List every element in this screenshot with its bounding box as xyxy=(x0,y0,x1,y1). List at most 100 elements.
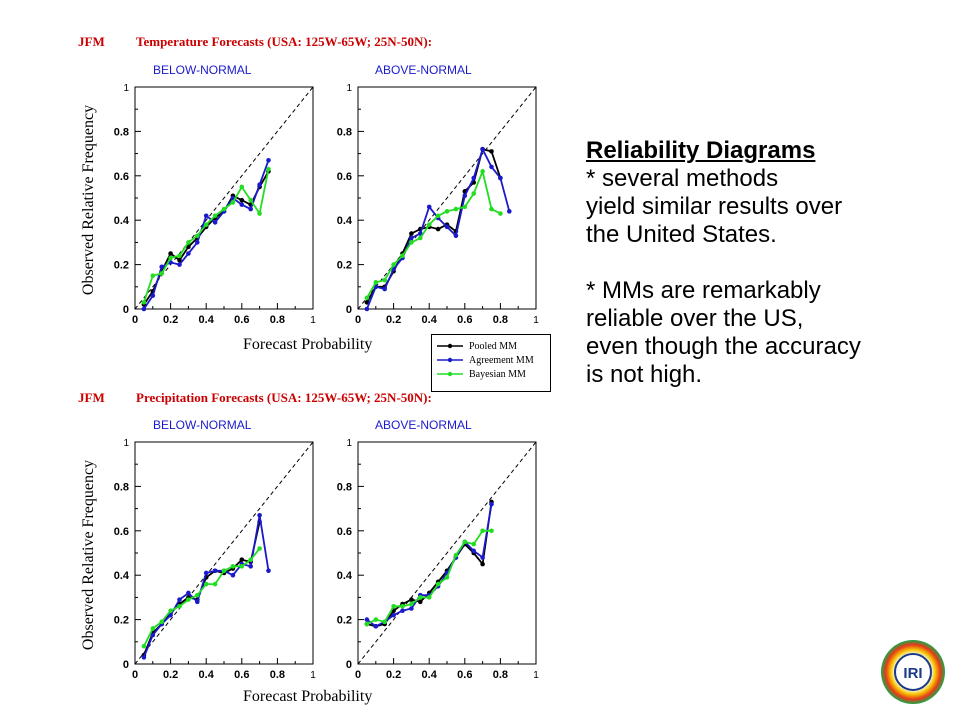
series-line-pooled-mm xyxy=(366,148,502,303)
notes-block: Reliability Diagrams * several methods y… xyxy=(586,137,956,389)
data-point-bayesian-mm xyxy=(141,300,147,305)
panel-title-temp-below: BELOW-NORMAL xyxy=(153,63,252,77)
data-point-bayesian-mm xyxy=(203,222,209,227)
data-point-agreement-mm xyxy=(489,164,494,170)
x-tick-label: 0 xyxy=(355,669,361,681)
data-point-bayesian-mm xyxy=(186,240,191,245)
data-point-pooled-mm xyxy=(435,226,441,232)
y-tick-label: 0.8 xyxy=(114,126,129,138)
y-tick-label: 0.4 xyxy=(337,215,353,227)
data-point-agreement-mm xyxy=(400,608,405,614)
data-point-agreement-mm xyxy=(239,202,245,207)
data-point-bayesian-mm xyxy=(453,552,459,558)
legend-label-pooled: Pooled MM xyxy=(469,340,518,352)
data-point-bayesian-mm xyxy=(409,601,414,607)
data-point-bayesian-mm xyxy=(168,255,173,261)
data-point-pooled-mm xyxy=(168,251,173,256)
legend-swatch-pooled xyxy=(437,343,463,349)
data-point-bayesian-mm xyxy=(382,619,387,625)
legend-item-bayesian: Bayesian MM xyxy=(432,367,550,381)
data-point-agreement-mm xyxy=(177,597,182,602)
precip-season-label: JFM xyxy=(78,390,105,405)
series-line-pooled-mm xyxy=(143,170,270,306)
data-point-agreement-mm xyxy=(168,612,173,618)
legend-swatch-bayesian xyxy=(437,371,463,377)
y-tick-label: 1 xyxy=(123,438,129,449)
notes-line: yield similar results over xyxy=(586,193,843,220)
data-point-bayesian-mm xyxy=(212,581,218,587)
data-point-bayesian-mm xyxy=(186,597,191,602)
data-point-bayesian-mm xyxy=(364,295,370,301)
data-point-bayesian-mm xyxy=(159,271,164,276)
y-tick-label: 0 xyxy=(123,659,129,671)
data-point-bayesian-mm xyxy=(257,211,262,216)
data-point-agreement-mm xyxy=(453,233,459,239)
notes-line: * several methods xyxy=(586,165,779,192)
data-point-bayesian-mm xyxy=(435,581,441,587)
data-point-bayesian-mm xyxy=(212,213,218,219)
data-point-bayesian-mm xyxy=(221,206,227,212)
temp-section-title: Temperature Forecasts (USA: 125W-65W; 25… xyxy=(136,34,433,49)
x-tick-label: 0.8 xyxy=(493,314,508,326)
data-point-agreement-mm xyxy=(150,632,156,638)
legend: Pooled MM Agreement MM Bayesian MM xyxy=(431,334,551,392)
data-point-agreement-mm xyxy=(266,157,271,163)
panel-title-temp-above: ABOVE-NORMAL xyxy=(375,63,472,77)
data-point-agreement-mm xyxy=(471,175,476,181)
data-point-bayesian-mm xyxy=(150,626,156,631)
perfect-reliability-diagonal xyxy=(357,441,537,665)
x-tick-label: 0.6 xyxy=(234,314,249,326)
data-point-agreement-mm xyxy=(257,182,262,187)
data-point-bayesian-mm xyxy=(489,206,494,212)
data-point-bayesian-mm xyxy=(239,184,245,190)
x-tick-label: 0.8 xyxy=(493,669,508,681)
data-point-bayesian-mm xyxy=(391,262,396,267)
y-tick-label: 0.6 xyxy=(114,526,129,538)
data-point-agreement-mm xyxy=(248,206,253,212)
chart-temp-below: 0 0.2 0.4 0.6 0.8 1 0 0.2 0.4 0.6 0.8 1 xyxy=(114,83,317,326)
x-tick-label: 0.6 xyxy=(457,314,472,326)
data-point-pooled-mm xyxy=(409,231,414,236)
data-point-bayesian-mm xyxy=(221,568,227,574)
series-line-agreement-mm xyxy=(143,159,270,310)
y-tick-label: 0 xyxy=(346,659,352,671)
y-tick-label: 1 xyxy=(346,83,352,94)
data-point-agreement-mm xyxy=(391,612,396,618)
data-point-agreement-mm xyxy=(230,572,236,578)
y-tick-label: 0.4 xyxy=(114,570,130,582)
data-point-bayesian-mm xyxy=(462,204,468,210)
y-tick-label: 0.6 xyxy=(337,171,352,183)
data-point-agreement-mm xyxy=(212,568,218,574)
x-tick-label: 0.2 xyxy=(163,314,178,326)
data-point-pooled-mm xyxy=(239,557,245,562)
data-point-agreement-mm xyxy=(141,655,147,660)
data-point-bayesian-mm xyxy=(426,222,432,227)
perfect-reliability-diagonal xyxy=(134,86,314,310)
data-point-bayesian-mm xyxy=(203,581,209,587)
x-tick-label: 0.6 xyxy=(457,669,472,681)
data-point-agreement-mm xyxy=(498,175,503,181)
data-point-agreement-mm xyxy=(186,251,191,256)
data-point-bayesian-mm xyxy=(239,564,245,569)
x-tick-label: 0.4 xyxy=(199,669,215,681)
y-tick-label: 0.8 xyxy=(337,126,352,138)
data-point-agreement-mm xyxy=(212,220,218,225)
y-tick-label: 0.8 xyxy=(114,481,129,493)
notes-line: reliable over the US, xyxy=(586,305,804,332)
legend-swatch-agreement xyxy=(437,357,463,363)
y-tick-label: 0.4 xyxy=(114,215,130,227)
data-point-bayesian-mm xyxy=(498,211,503,216)
data-point-bayesian-mm xyxy=(471,191,476,196)
x-tick-label: 0.2 xyxy=(386,314,401,326)
y-tick-label: 0.6 xyxy=(337,526,352,538)
data-point-bayesian-mm xyxy=(177,603,182,609)
data-point-agreement-mm xyxy=(186,590,191,596)
data-point-agreement-mm xyxy=(203,570,209,576)
data-point-bayesian-mm xyxy=(480,169,485,174)
data-point-bayesian-mm xyxy=(257,546,262,551)
x-tick-label: 0.4 xyxy=(422,314,438,326)
data-point-bayesian-mm xyxy=(168,608,173,614)
data-point-bayesian-mm xyxy=(426,595,432,600)
chart-precip-above: 0 0.2 0.4 0.6 0.8 1 0 0.2 0.4 0.6 0.8 1 xyxy=(337,438,540,681)
data-point-bayesian-mm xyxy=(159,619,164,625)
